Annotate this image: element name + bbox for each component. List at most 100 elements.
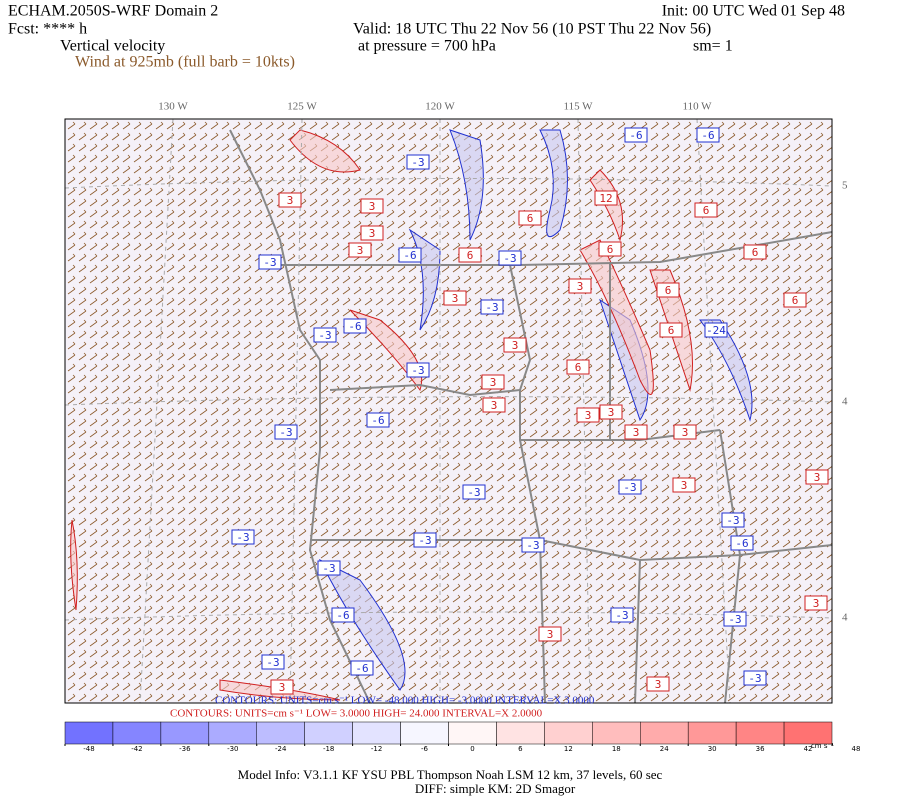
lon-label: 120 W xyxy=(425,101,455,113)
contour-label: -3 xyxy=(623,481,636,494)
contour-label: 3 xyxy=(279,681,286,694)
lon-label: 130 W xyxy=(158,101,188,113)
contour-label-box xyxy=(783,292,807,308)
model-title: ECHAM.2050S-WRF Domain 2 xyxy=(8,3,218,20)
contour-label: 6 xyxy=(668,324,675,337)
contour-label: -3 xyxy=(236,531,249,544)
colorbar: -48 -42 -36 -30 -24 -18 -12 -6 0 6 12 18 24 30 36 42 48 c… xyxy=(64,721,861,753)
contour-label: -24 xyxy=(706,324,726,337)
colorbar-tick-label: -42 xyxy=(131,745,142,753)
contour-label: -3 xyxy=(263,256,276,269)
contour-label-box xyxy=(350,660,374,676)
contour-label: 3 xyxy=(681,479,688,492)
graticule xyxy=(64,118,833,704)
colorbar-tick-label: 48 xyxy=(852,745,861,753)
contour-label: -3 xyxy=(485,301,498,314)
contour-label-box xyxy=(518,210,542,226)
colorbar-cell xyxy=(592,721,641,745)
colorbar-cell xyxy=(256,721,305,745)
contour-label: 3 xyxy=(491,399,498,412)
contour-label: -3 xyxy=(748,672,761,685)
map-frame xyxy=(64,118,833,704)
colorbar-cell xyxy=(640,721,689,745)
contour-label: 6 xyxy=(752,246,759,259)
contour-label-box xyxy=(366,412,390,428)
contour-label-box xyxy=(482,397,506,413)
contour-label: -6 xyxy=(348,320,361,333)
colorbar-unit: cm s⁻¹ xyxy=(811,742,834,750)
contour-label-box xyxy=(270,679,294,695)
contour-label: 3 xyxy=(655,678,662,691)
contour-label-box xyxy=(398,247,422,263)
contour-label: 3 xyxy=(369,227,376,240)
contour-label: -3 xyxy=(318,329,331,342)
colorbar-cell xyxy=(496,721,545,745)
colorbar-cell xyxy=(64,721,114,745)
contour-label: 3 xyxy=(608,406,615,419)
contour-label: 3 xyxy=(585,409,592,422)
contour-label-box xyxy=(360,225,384,241)
contour-label: -6 xyxy=(355,662,368,675)
contour-label: -3 xyxy=(526,539,539,552)
contour-label-box xyxy=(566,359,590,375)
contour-label: -3 xyxy=(266,656,279,669)
colorbar-cell xyxy=(208,721,257,745)
contour-label-box xyxy=(610,607,634,623)
colorbar-tick-label: -24 xyxy=(275,745,287,753)
contour-label-box xyxy=(231,529,255,545)
contour-label: -3 xyxy=(418,534,431,547)
contour-label-box xyxy=(343,318,367,334)
colorbar-tick-label: 42 xyxy=(804,745,813,753)
contour-label: 6 xyxy=(575,361,582,374)
contour-label: -3 xyxy=(726,514,739,527)
contour-label-box xyxy=(743,670,767,686)
contour-label-box xyxy=(462,484,486,500)
forecast: Fcst: **** h xyxy=(8,21,87,38)
contour-label-box xyxy=(278,192,302,208)
contour-label: -3 xyxy=(411,156,424,169)
contour-label-box xyxy=(413,532,437,548)
contour-label: 6 xyxy=(607,243,614,256)
contour-label-box xyxy=(672,477,696,493)
contour-label: 3 xyxy=(682,426,689,439)
colorbar-cell xyxy=(544,721,593,745)
contour-label-box xyxy=(348,242,372,258)
contour-label: -6 xyxy=(735,537,748,550)
negative-contour-info: CONTOURS: UNITS=cm s⁻¹ LOW= -48.000 HIGH… xyxy=(215,695,595,707)
contour-label: -6 xyxy=(336,609,349,622)
contour-label-box xyxy=(618,479,642,495)
contour-label-box xyxy=(598,241,622,257)
contour-label-box xyxy=(624,424,648,440)
contour-label-box xyxy=(458,247,482,263)
contour-label: 3 xyxy=(452,292,459,305)
contour-label-box xyxy=(538,626,562,642)
lon-label: 115 W xyxy=(563,101,593,113)
colorbar-tick-label: -48 xyxy=(83,745,94,753)
lat-label: 5 xyxy=(842,180,848,192)
contour-label-box xyxy=(721,512,745,528)
contour-label: 3 xyxy=(577,280,584,293)
contour-label-box xyxy=(406,154,430,170)
colorbar-tick-label: 0 xyxy=(470,745,474,753)
smoothing: sm= 1 xyxy=(693,38,733,55)
valid-time: Valid: 18 UTC Thu 22 Nov 56 (10 PST Thu … xyxy=(353,21,711,38)
contour-label-box xyxy=(659,322,683,338)
contour-label: 3 xyxy=(814,471,821,484)
contour-label: -6 xyxy=(371,414,384,427)
colorbar-tick-label: -12 xyxy=(371,745,382,753)
contour-label: -6 xyxy=(629,129,642,142)
contour-label-box xyxy=(313,327,337,343)
colorbar-tick-label: 24 xyxy=(660,745,669,753)
colorbar-tick-label: 18 xyxy=(612,745,621,753)
contour-label-box xyxy=(646,676,670,692)
contour-label-box xyxy=(521,537,545,553)
contour-label: -3 xyxy=(503,252,516,265)
contour-label-box xyxy=(594,190,618,206)
colorbar-cell xyxy=(448,721,497,745)
lon-label: 110 W xyxy=(682,101,712,113)
contour-label-box xyxy=(498,250,522,266)
contour-label-box xyxy=(804,595,828,611)
lon-label: 125 W xyxy=(287,101,317,113)
colorbar-cell xyxy=(687,721,737,745)
